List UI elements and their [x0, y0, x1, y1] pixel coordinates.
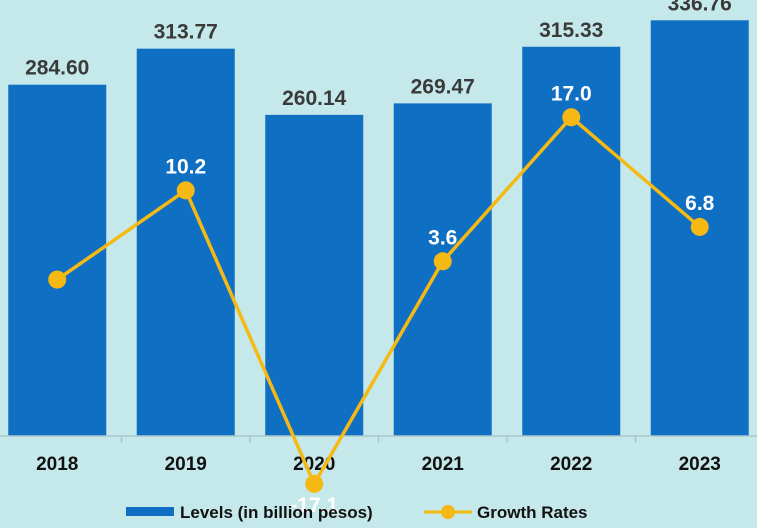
- growth-rate-point-2018: [48, 270, 67, 289]
- x-axis: [0, 435, 757, 443]
- x-tick-label-2022: 2022: [550, 454, 592, 475]
- bar-2018: [8, 84, 107, 436]
- bar-2019: [136, 48, 235, 436]
- growth-rate-label-2022: 17.0: [551, 82, 592, 105]
- x-tick-label-2023: 2023: [679, 454, 721, 475]
- bar-value-labels: 284.60 313.77 260.14 269.47 315.33 336.76: [25, 0, 732, 110]
- bar-value-label-2019: 313.77: [154, 21, 218, 44]
- growth-rate-point-2019: [176, 181, 195, 200]
- growth-rate-label-2019: 10.2: [165, 155, 206, 178]
- bar-value-label-2023: 336.76: [668, 0, 732, 15]
- growth-rate-labels: 10.2 -17.1 3.6 17.0 6.8: [165, 82, 714, 517]
- growth-rate-point-2023: [690, 217, 709, 236]
- growth-rate-point-2020: [305, 474, 324, 493]
- legend-levels-label: Levels (in billion pesos): [180, 503, 373, 522]
- x-tick-label-2019: 2019: [165, 454, 207, 475]
- growth-rate-line-group: [48, 108, 709, 493]
- bar-value-label-2021: 269.47: [411, 75, 475, 98]
- legend-growth-label: Growth Rates: [477, 503, 588, 522]
- growth-rate-label-2021: 3.6: [428, 226, 457, 249]
- bar-value-label-2022: 315.33: [539, 19, 603, 42]
- x-tick-label-2021: 2021: [422, 454, 465, 475]
- growth-rate-line: [56, 115, 701, 486]
- legend-levels-swatch: [126, 507, 174, 516]
- x-tick-label-2018: 2018: [36, 454, 78, 475]
- legend: Levels (in billion pesos) Growth Rates: [126, 503, 588, 522]
- growth-rate-point-2022: [562, 108, 581, 127]
- bar-value-label-2018: 284.60: [25, 57, 89, 80]
- growth-rate-label-2023: 6.8: [685, 192, 715, 215]
- legend-growth-swatch-marker: [441, 505, 455, 519]
- growth-rate-point-2021: [433, 252, 452, 271]
- bar-value-label-2020: 260.14: [282, 87, 347, 110]
- growth-rate-label-2020: -17.1: [290, 494, 338, 517]
- bar-2020: [265, 114, 364, 437]
- x-tick-labels: 2018 2019 2020 2021 2022 2023: [36, 454, 721, 475]
